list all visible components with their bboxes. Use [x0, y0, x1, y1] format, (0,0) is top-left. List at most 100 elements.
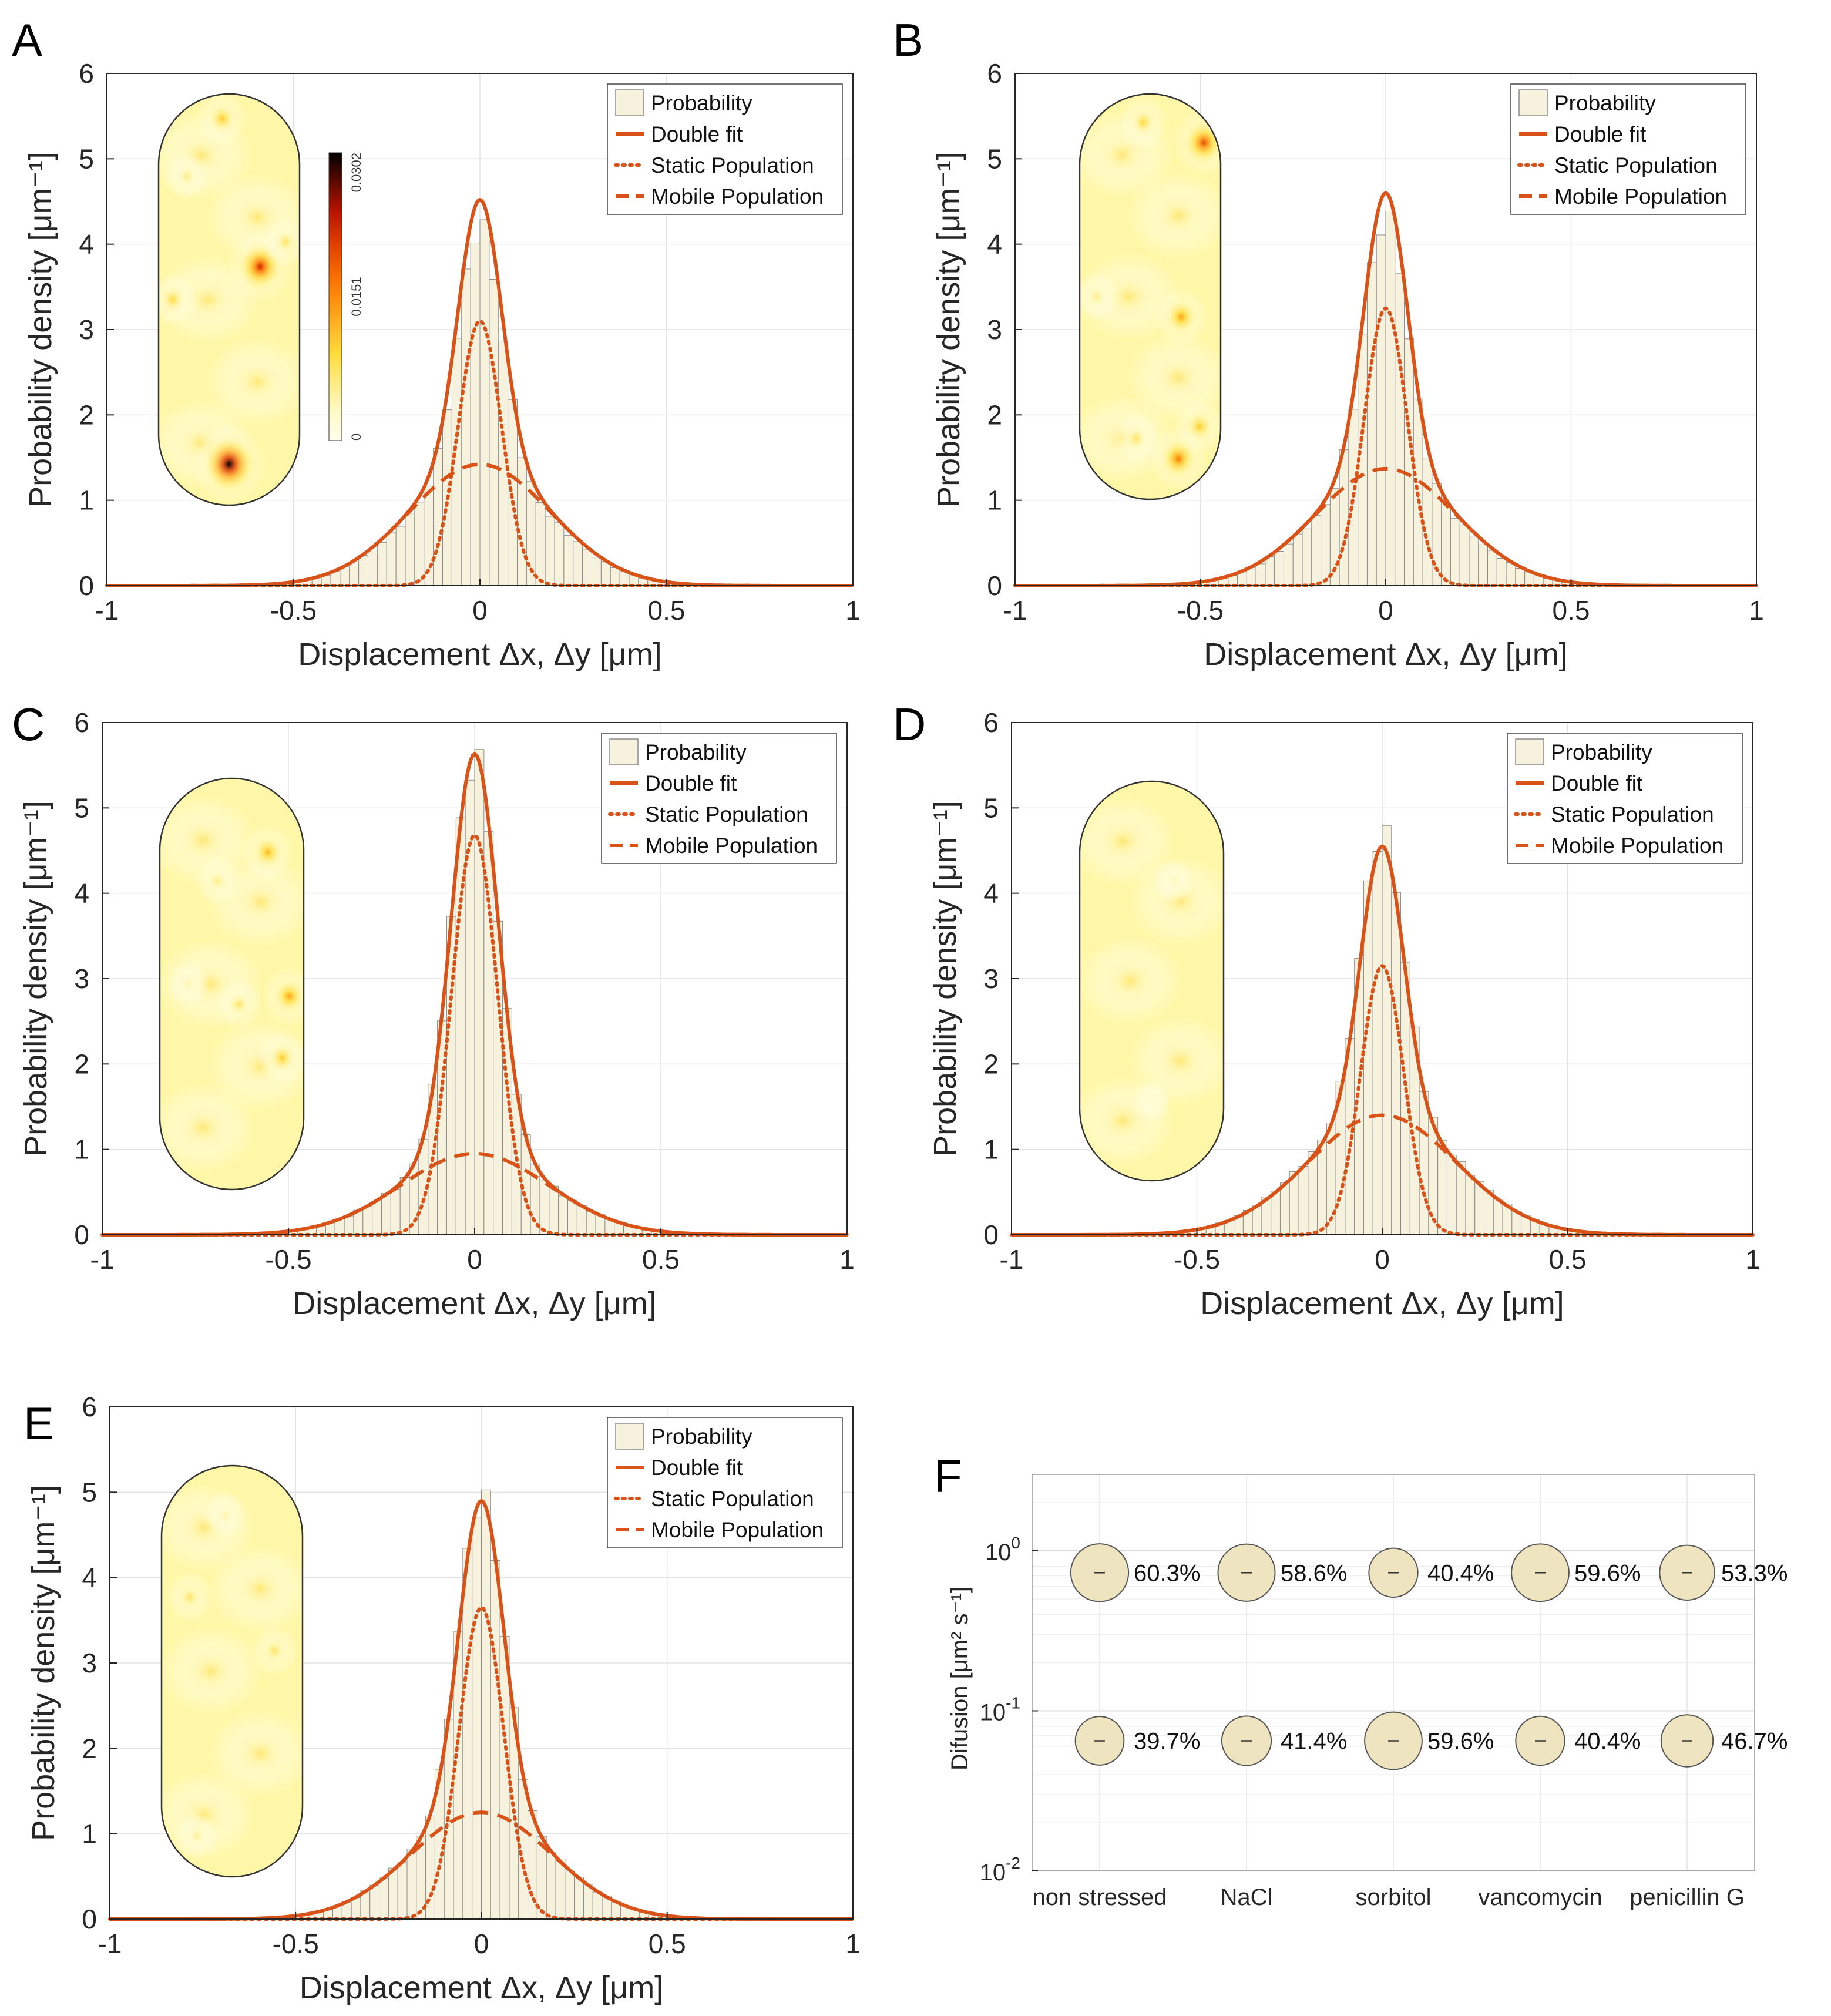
histogram-bar	[472, 1517, 482, 1920]
y-tick-label: 0	[987, 570, 1002, 601]
x-axis-label: Displacement Δx, Δy [μm]	[298, 637, 661, 672]
histogram-bar	[386, 532, 397, 586]
panel-b: -1 -0.5 0 0.5 1 0 1 2 3 4 5 6 Displacement Δx, Δy [μ…	[893, 14, 1764, 672]
legend-label: Double fit	[645, 771, 737, 795]
tick-base: 10	[980, 1700, 1006, 1726]
histogram-bar	[340, 566, 350, 586]
legend: Probability Double fit Static Population Mo…	[607, 83, 843, 215]
legend-label: Probability	[1554, 91, 1656, 115]
tick-base: 10	[985, 1540, 1012, 1565]
histogram-bar	[1469, 536, 1479, 586]
axes-box	[1032, 1474, 1755, 1871]
legend-key-probability	[1518, 89, 1548, 116]
histogram-bar	[362, 1206, 373, 1235]
fraction-label: 59.6%	[1427, 1728, 1494, 1754]
legend-label: Probability	[651, 91, 752, 115]
y-axis-label: Probability density [μm⁻¹]	[26, 1485, 61, 1841]
tick-base: 10	[980, 1860, 1006, 1886]
heatmap-hotspot	[1080, 273, 1118, 320]
histogram-bar	[1265, 556, 1275, 586]
x-tick-label: 1	[839, 1244, 855, 1275]
histogram-bar	[1515, 567, 1526, 586]
legend-label: Static Population	[651, 153, 814, 177]
y-tick-label: 1	[74, 1134, 89, 1165]
cell-texture	[211, 1711, 303, 1796]
panel-letter: F	[934, 1450, 962, 1502]
heatmap-hotspot	[1155, 288, 1207, 345]
legend-label: Mobile Population	[651, 1518, 824, 1542]
histogram-bar	[474, 749, 485, 1235]
cell-texture	[1129, 335, 1221, 420]
histogram-bar	[479, 219, 490, 586]
y-tick-label: 6	[987, 58, 1002, 89]
legend: Probability Double fit Static Population Mo…	[601, 733, 837, 864]
legend: Probability Double fit Static Population Mo…	[1507, 733, 1743, 864]
histogram-bar	[1376, 234, 1386, 586]
histogram-bar	[592, 1891, 603, 1920]
histogram-bar	[1446, 1154, 1457, 1235]
histogram-bar	[379, 1877, 389, 1920]
histogram-bar	[1506, 562, 1516, 586]
x-tick-label: -0.5	[270, 595, 317, 626]
legend-label: Static Population	[645, 802, 808, 826]
y-tick-label: 6	[74, 707, 89, 738]
cell-heatmap-inset	[162, 1466, 303, 1877]
y-tick-label: 1	[987, 485, 1002, 516]
histogram-bar	[377, 542, 387, 586]
panel-letter: E	[23, 1397, 54, 1449]
heatmap-hotspot	[194, 425, 264, 503]
y-tick-label: 3	[82, 1648, 97, 1678]
histogram-bar	[600, 561, 611, 586]
legend-label: Static Population	[1554, 153, 1718, 177]
histogram-bar	[1456, 1161, 1466, 1235]
x-tick-label: -1	[1003, 595, 1027, 626]
x-tick-label: 0.5	[642, 1244, 680, 1275]
histogram-bar	[1419, 1091, 1429, 1235]
histogram-bar	[372, 1201, 382, 1235]
histogram-bar	[1255, 563, 1266, 586]
y-tick-label: 1	[983, 1134, 999, 1165]
histogram-bar	[586, 1211, 596, 1235]
y-tick-label: 6	[82, 1392, 97, 1422]
legend-label: Double fit	[651, 122, 743, 146]
colorbar-tick-label: 0.0302	[349, 153, 364, 192]
y-axis-label: Probability density [μm⁻¹]	[18, 801, 53, 1157]
histogram-bar	[465, 779, 475, 1235]
x-tick-label: 0.5	[1553, 595, 1590, 626]
histogram-bar	[1302, 528, 1312, 586]
histogram-bar	[1283, 543, 1294, 586]
y-tick-label: 1	[79, 485, 94, 516]
y-tick-label: 5	[74, 792, 89, 823]
heatmap-hotspot	[1153, 859, 1193, 903]
legend-label: Probability	[651, 1424, 752, 1449]
histogram-bar	[1308, 1151, 1318, 1235]
fraction-label: 40.4%	[1574, 1728, 1641, 1754]
histogram-bar	[490, 1560, 500, 1920]
x-axis-label: Displacement Δx, Δy [μm]	[293, 1286, 656, 1321]
histogram-bar	[1298, 1166, 1309, 1235]
x-tick-label: 0	[467, 1244, 482, 1275]
y-tick-label: 2	[79, 399, 94, 430]
histogram-bar	[1437, 1140, 1447, 1235]
histogram-bar	[1382, 825, 1392, 1235]
histogram-bar	[565, 1870, 575, 1920]
cell-outline	[1079, 780, 1225, 1182]
fraction-label: 60.3%	[1134, 1560, 1200, 1586]
legend-key-probability	[1515, 738, 1544, 765]
histogram-bar	[489, 279, 499, 586]
cell-outline	[1079, 93, 1222, 500]
histogram-bar	[381, 1193, 391, 1235]
heatmap-hotspot	[1114, 414, 1158, 463]
y-tick-label: 10-2	[980, 1854, 1020, 1886]
histogram-bar	[1487, 550, 1497, 586]
cell-heatmap-inset	[1080, 781, 1224, 1181]
legend-label: Double fit	[651, 1456, 743, 1480]
x-tick-label: 1	[1745, 1244, 1761, 1275]
cell-texture	[1129, 173, 1221, 258]
histogram-bar	[1478, 542, 1489, 586]
legend-box	[1510, 83, 1746, 215]
x-tick-label: -0.5	[1174, 1244, 1220, 1275]
legend-key-probability	[615, 1423, 644, 1450]
